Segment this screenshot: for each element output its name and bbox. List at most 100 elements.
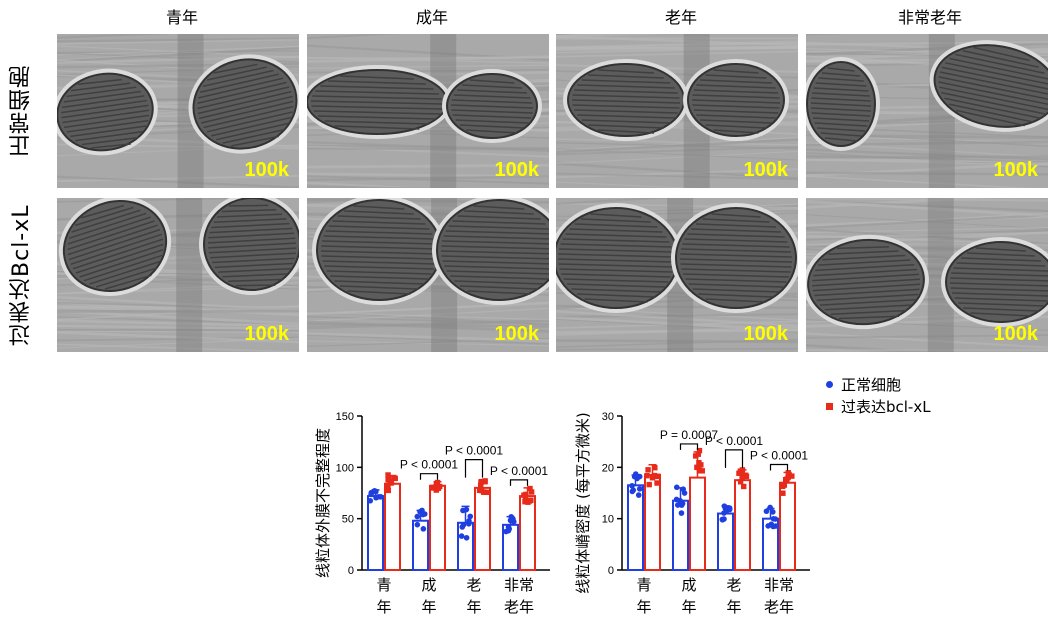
data-point — [673, 496, 680, 503]
column-title-adult: 成年 — [415, 8, 448, 27]
micrograph-panel: 100k — [307, 34, 549, 188]
bar — [367, 495, 384, 571]
data-point — [726, 506, 733, 513]
significance-bracket — [509, 479, 529, 486]
legend-marker-bclxl — [826, 402, 833, 410]
data-point — [477, 482, 484, 489]
x-tick-label: 年 — [726, 598, 741, 616]
legend: 正常细胞 过表达bcl-xL — [826, 373, 931, 417]
data-point — [780, 490, 786, 496]
data-point — [652, 465, 658, 471]
data-point — [434, 479, 441, 486]
micrograph-panel: 100k — [57, 198, 299, 352]
x-tick-label: 青 — [376, 576, 391, 594]
data-point — [368, 491, 374, 498]
data-point — [680, 486, 687, 492]
legend-label-normal: 正常细胞 — [841, 375, 902, 394]
data-point — [632, 471, 639, 477]
data-point — [655, 473, 661, 480]
x-tick-label: 成 — [421, 576, 436, 594]
bar — [717, 512, 734, 572]
data-point — [644, 472, 650, 479]
data-point — [696, 468, 703, 474]
data-point — [673, 484, 680, 491]
legend-item-bclxl: 过表达bcl-xL — [826, 395, 931, 417]
data-point — [375, 494, 382, 500]
data-point — [482, 478, 488, 484]
bar — [474, 486, 491, 571]
data-point — [433, 486, 440, 492]
bar — [384, 482, 401, 571]
legend-marker-normal — [826, 380, 833, 388]
bar — [762, 517, 779, 572]
y-tick-label: 10 — [602, 514, 614, 526]
micrograph-panel: 100k — [806, 34, 1048, 188]
x-tick-label: 青 — [636, 576, 651, 594]
x-tick-label: 非常 — [764, 576, 794, 594]
x-tick-label: 老年 — [504, 598, 534, 616]
data-point — [460, 521, 467, 528]
x-tick-label: 老 — [726, 576, 741, 594]
y-tick-label: 50 — [342, 514, 354, 526]
data-point — [433, 482, 440, 489]
data-point — [430, 485, 436, 491]
data-point — [526, 498, 533, 504]
x-tick-label: 年 — [421, 598, 436, 616]
p-value-label: P < 0.0001 — [490, 464, 548, 478]
bar — [457, 521, 474, 571]
bar — [689, 476, 706, 571]
data-point — [635, 492, 642, 498]
data-point — [480, 489, 487, 495]
significance-bracket — [724, 449, 744, 468]
magnification-label: 100k — [244, 323, 290, 345]
data-point — [630, 487, 637, 493]
data-point — [768, 521, 775, 528]
data-point — [458, 533, 465, 539]
x-tick-label: 年 — [636, 598, 651, 616]
data-point — [739, 467, 746, 473]
data-point — [484, 489, 491, 496]
data-point — [420, 526, 427, 532]
legend-label-bclxl: 过表达bcl-xL — [841, 397, 931, 416]
data-point — [372, 488, 379, 495]
column-title-young: 青年 — [165, 8, 198, 27]
data-point — [698, 462, 704, 468]
magnification-label: 100k — [993, 323, 1039, 345]
micrograph-panel: 100k — [556, 34, 798, 188]
data-point — [523, 491, 529, 498]
data-point — [385, 472, 391, 478]
significance-bracket — [464, 459, 484, 478]
data-point — [385, 483, 391, 489]
bar — [779, 481, 796, 571]
data-point — [743, 473, 750, 480]
y-tick-label: 20 — [602, 462, 614, 474]
x-tick-label: 成 — [681, 576, 696, 594]
data-point — [782, 477, 789, 483]
data-point — [476, 487, 483, 494]
data-point — [645, 467, 651, 473]
p-value-label: P < 0.0001 — [445, 444, 503, 458]
micrograph-panel: 100k — [307, 198, 549, 352]
row-title-bclxl: 过表达Bcl-xL — [9, 204, 34, 346]
data-point — [420, 510, 426, 517]
bar — [519, 495, 536, 571]
data-point — [696, 447, 703, 454]
data-point — [385, 487, 391, 494]
y-axis-label: 线粒体嵴密度 (每平方微米) — [574, 412, 592, 593]
y-tick-label: 30 — [602, 411, 614, 423]
data-point — [767, 504, 773, 511]
p-value-label: P = 0.0007 — [660, 428, 718, 442]
data-point — [636, 486, 643, 492]
column-title-old: 老年 — [664, 8, 697, 27]
data-point — [414, 521, 421, 528]
y-tick-label: 100 — [336, 462, 354, 474]
data-point — [463, 534, 470, 541]
micrograph-panel: 100k — [57, 34, 299, 188]
significance-bracket — [419, 473, 439, 480]
data-point — [785, 470, 791, 476]
y-tick-label: 0 — [348, 565, 354, 577]
x-tick-label: 非常 — [504, 576, 534, 594]
data-point — [387, 480, 394, 486]
